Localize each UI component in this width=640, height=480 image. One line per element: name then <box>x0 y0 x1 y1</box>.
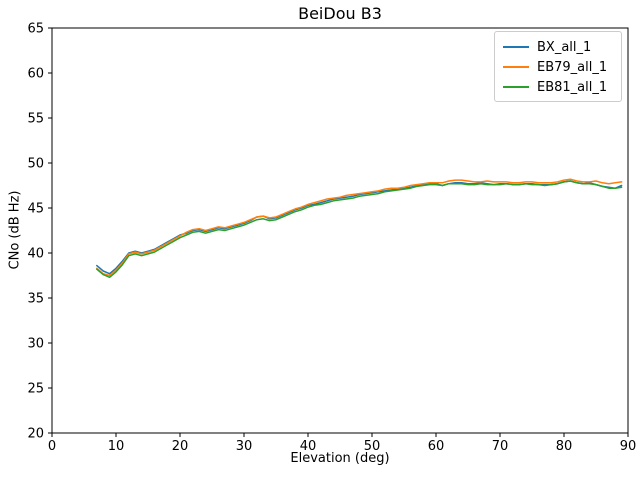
y-tick-label: 45 <box>27 202 44 217</box>
y-tick-label: 55 <box>27 112 44 127</box>
x-tick-label: 80 <box>556 439 573 454</box>
x-tick-label: 50 <box>364 439 381 454</box>
legend-label: BX_all_1 <box>537 39 592 55</box>
x-axis-label: Elevation (deg) <box>290 451 390 466</box>
y-tick-label: 40 <box>27 247 44 262</box>
x-tick-label: 30 <box>236 439 253 454</box>
y-tick-label: 20 <box>27 427 44 442</box>
x-tick-label: 90 <box>620 439 637 454</box>
series-line-BX_all_1 <box>96 180 623 275</box>
y-tick-label: 35 <box>27 292 44 307</box>
x-tick-label: 10 <box>108 439 125 454</box>
x-tick-label: 60 <box>428 439 445 454</box>
legend-label: EB79_all_1 <box>537 59 608 75</box>
legend: BX_all_1 EB79_all_1 EB81_all_1 <box>494 31 622 102</box>
series-line-EB81_all_1 <box>96 180 623 279</box>
y-tick-label: 25 <box>27 382 44 397</box>
legend-entry: EB79_all_1 <box>503 57 613 77</box>
x-tick-label: 70 <box>492 439 509 454</box>
x-tick-label: 0 <box>48 439 56 454</box>
legend-line-swatch <box>503 86 529 88</box>
x-tick-label: 20 <box>172 439 189 454</box>
y-tick-label: 65 <box>27 22 44 37</box>
axes-spines <box>51 27 629 434</box>
x-tick-label: 40 <box>300 439 317 454</box>
series-line-EB79_all_1 <box>96 178 623 277</box>
legend-line-swatch <box>503 66 529 68</box>
legend-entry: BX_all_1 <box>503 37 613 57</box>
y-axis-label: CNo (dB Hz) <box>7 190 23 270</box>
legend-label: EB81_all_1 <box>537 79 608 95</box>
y-tick-label: 60 <box>27 67 44 82</box>
legend-entry: EB81_all_1 <box>503 77 613 97</box>
legend-line-swatch <box>503 46 529 48</box>
y-tick-label: 30 <box>27 337 44 352</box>
chart-title: BeiDou B3 <box>298 4 382 23</box>
y-tick-label: 50 <box>27 157 44 172</box>
